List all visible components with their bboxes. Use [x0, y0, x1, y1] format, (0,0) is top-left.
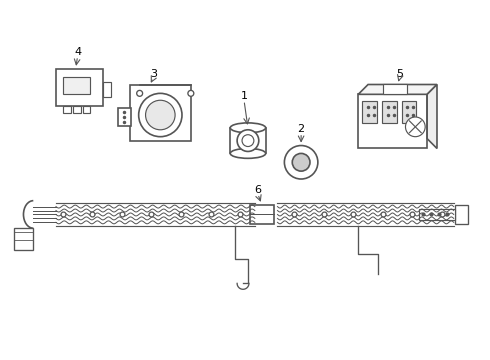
Bar: [383, 85, 408, 94]
Bar: [118, 108, 131, 126]
Text: 6: 6: [254, 185, 261, 195]
Bar: [401, 101, 416, 123]
Bar: [358, 94, 427, 148]
Bar: [73, 106, 80, 113]
Text: 3: 3: [150, 69, 157, 79]
Bar: [419, 208, 455, 220]
Bar: [130, 85, 191, 141]
Polygon shape: [427, 85, 437, 148]
Circle shape: [146, 100, 175, 130]
Polygon shape: [358, 85, 437, 94]
Circle shape: [284, 145, 318, 179]
Circle shape: [137, 90, 143, 96]
Bar: [230, 128, 266, 153]
Circle shape: [242, 135, 254, 147]
Bar: [455, 204, 468, 224]
Circle shape: [188, 90, 194, 96]
Bar: [103, 82, 111, 97]
Bar: [82, 106, 91, 113]
Bar: [56, 69, 103, 106]
Ellipse shape: [230, 123, 266, 133]
Bar: [63, 106, 71, 113]
Bar: [250, 204, 273, 224]
Ellipse shape: [230, 148, 266, 158]
Bar: [382, 101, 396, 123]
Circle shape: [237, 130, 259, 152]
Circle shape: [406, 117, 425, 137]
Text: 2: 2: [297, 124, 305, 134]
Circle shape: [139, 93, 182, 137]
Circle shape: [292, 153, 310, 171]
Bar: [14, 228, 33, 250]
Text: 4: 4: [74, 47, 81, 57]
Text: 1: 1: [241, 91, 247, 101]
Bar: [63, 77, 91, 94]
Bar: [362, 101, 377, 123]
Text: 5: 5: [396, 69, 403, 79]
